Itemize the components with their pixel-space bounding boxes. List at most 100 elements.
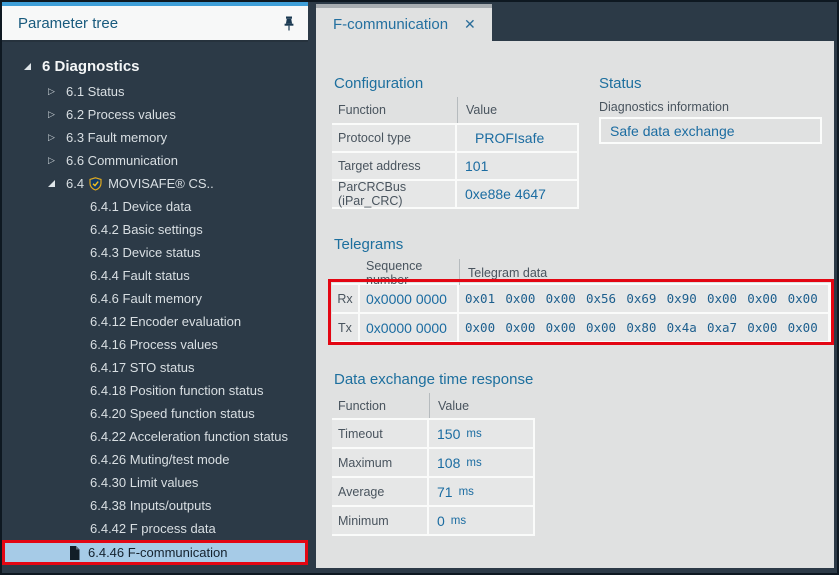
expander-collapsed-icon[interactable]: ▷: [48, 132, 55, 142]
tree-item-label: 6.4.16 Process values: [90, 337, 218, 352]
expander-collapsed-icon[interactable]: ▷: [48, 155, 55, 165]
parameter-tree: 6 Diagnostics ▷ 6.1 Status ▷ 6.2 Process…: [2, 42, 308, 565]
rx-byte: 0x90: [666, 291, 697, 306]
column-header-telegram-data: Telegram data: [459, 259, 832, 287]
column-header-value: Value: [457, 97, 575, 123]
rx-sequence-number: 0x0000 0000: [360, 285, 457, 312]
tree-item-label: 6.4.38 Inputs/outputs: [90, 498, 212, 513]
tree-item-label: 6.4.6 Fault memory: [90, 291, 202, 306]
row-label-protocol-type: Protocol type: [332, 125, 455, 151]
tree-item-sto-status[interactable]: 6.4.17 STO status: [2, 356, 308, 379]
column-header-value: Value: [429, 393, 535, 418]
column-header-function: Function: [338, 398, 386, 413]
time-response-title: Data exchange time response: [334, 371, 534, 388]
tree-item-label: 6.4.46 F-communication: [88, 545, 228, 560]
tree-item-inputs-outputs[interactable]: 6.4.38 Inputs/outputs: [2, 494, 308, 517]
rx-byte: 0x00: [787, 291, 818, 306]
column-header-sequence-number: Sequence number: [366, 259, 423, 287]
status-title: Status: [599, 75, 642, 92]
row-label-minimum: Minimum: [332, 507, 427, 534]
tree-item-limit-values[interactable]: 6.4.30 Limit values: [2, 471, 308, 494]
rx-byte: 0x69: [626, 291, 657, 306]
tree-item-label: 6.2 Process values: [66, 107, 176, 122]
tab-top-strip: [316, 4, 492, 8]
diagnostics-information-label: Diagnostics information: [599, 100, 729, 114]
tree-item-device-data[interactable]: 6.4.1 Device data: [2, 195, 308, 218]
time-response-table: Function Value Timeout 150 ms Maximum 10…: [332, 393, 535, 536]
tree-item-diagnostics[interactable]: 6 Diagnostics: [2, 53, 308, 80]
parameter-tree-panel: Parameter tree 6 Diagnostics ▷: [2, 2, 308, 573]
time-response-table-header: Function Value: [332, 393, 535, 418]
tree-item-label: 6.4.12 Encoder evaluation: [90, 314, 242, 329]
tree-item-label: 6.4.17 STO status: [90, 360, 195, 375]
panel-title: Parameter tree: [18, 14, 119, 32]
document-area: F-communication ✕ Configuration Function…: [308, 2, 837, 573]
tx-byte: 0x80: [626, 320, 657, 335]
tree-item-process-values[interactable]: ▷ 6.2 Process values: [2, 103, 308, 126]
rx-byte: 0x00: [505, 291, 536, 306]
row-label-timeout: Timeout: [332, 420, 427, 447]
tree-item-f-communication-selected[interactable]: 6.4.46 F-communication: [2, 540, 308, 565]
protocol-type-value[interactable]: PROFIsafe: [457, 125, 577, 151]
telegrams-table: Sequence number Telegram data Rx 0x0000 …: [332, 259, 832, 343]
rx-row-label: Rx: [332, 285, 358, 312]
maximum-unit: ms: [466, 456, 482, 469]
expander-collapsed-icon[interactable]: ▷: [48, 86, 55, 96]
tx-byte: 0xa7: [706, 320, 738, 335]
tree-item-fault-status[interactable]: 6.4.4 Fault status: [2, 264, 308, 287]
rx-byte: 0x00: [545, 291, 576, 306]
tree-item-label: 6.4.26 Muting/test mode: [90, 452, 230, 467]
parcrcbus-value: 0xe88e 4647: [457, 181, 577, 207]
expander-collapsed-icon[interactable]: ▷: [48, 109, 55, 119]
tree-item-position-function-status[interactable]: 6.4.18 Position function status: [2, 379, 308, 402]
tree-item-encoder-evaluation[interactable]: 6.4.12 Encoder evaluation: [2, 310, 308, 333]
maximum-number: 108: [437, 454, 461, 471]
rx-byte: 0x56: [585, 291, 617, 306]
row-label-maximum: Maximum: [332, 449, 427, 476]
tree-item-acceleration-function-status[interactable]: 6.4.22 Acceleration function status: [2, 425, 308, 448]
tree-item-fault-memory[interactable]: ▷ 6.3 Fault memory: [2, 126, 308, 149]
timeout-value: 150 ms: [429, 420, 533, 447]
tree-item-device-status[interactable]: 6.4.3 Device status: [2, 241, 308, 264]
rx-telegram-data: 0x01 0x00 0x00 0x56 0x69 0x90 0x00 0x00 0x00: [459, 285, 828, 312]
expander-expanded-icon[interactable]: [24, 63, 42, 70]
average-number: 71: [437, 483, 453, 500]
tree-item-communication[interactable]: ▷ 6.6 Communication: [2, 149, 308, 172]
document-icon: [69, 545, 80, 560]
rx-byte: 0x00: [706, 291, 738, 306]
tx-byte: 0x00: [505, 320, 536, 335]
expander-expanded-icon[interactable]: [48, 180, 66, 187]
row-label-target-address: Target address: [332, 153, 455, 179]
target-address-value: 101: [457, 153, 577, 179]
row-label-parcrcbus: ParCRCBus (iPar_CRC): [332, 180, 455, 208]
close-icon[interactable]: ✕: [464, 16, 476, 32]
tree-item-fault-memory-64[interactable]: 6.4.6 Fault memory: [2, 287, 308, 310]
rx-byte: 0x01: [465, 291, 496, 306]
tree-item-label: 6.4.1 Device data: [90, 199, 192, 214]
minimum-unit: ms: [450, 514, 467, 527]
tree-item-f-process-data[interactable]: 6.4.42 F process data: [2, 517, 308, 540]
tree-item-label: 6.4.4 Fault status: [90, 268, 190, 283]
row-label-average: Average: [332, 478, 427, 505]
minimum-value: 0 ms: [429, 507, 533, 534]
tab-f-communication[interactable]: F-communication ✕: [316, 8, 492, 41]
panel-header: Parameter tree: [2, 6, 308, 42]
tree-item-movisafe[interactable]: 6.4 MOVISAFE® CS..: [2, 172, 308, 195]
pin-icon[interactable]: [282, 16, 296, 31]
tree-item-status[interactable]: ▷ 6.1 Status: [2, 80, 308, 103]
tree-item-speed-function-status[interactable]: 6.4.20 Speed function status: [2, 402, 308, 425]
f-communication-page: Configuration Function Value Protocol ty…: [316, 41, 834, 568]
tree-item-muting-test-mode[interactable]: 6.4.26 Muting/test mode: [2, 448, 308, 471]
diagnostics-information-value: Safe data exchange: [599, 117, 822, 144]
tree-item-label: 6.3 Fault memory: [66, 130, 168, 145]
tx-byte: 0x00: [465, 320, 496, 335]
tree-item-process-values-64[interactable]: 6.4.16 Process values: [2, 333, 308, 356]
tx-row-label: Tx: [332, 314, 358, 341]
tree-item-basic-settings[interactable]: 6.4.2 Basic settings: [2, 218, 308, 241]
tree-item-label: 6.4.30 Limit values: [90, 475, 199, 490]
timeout-number: 150: [437, 425, 461, 442]
timeout-unit: ms: [466, 427, 482, 440]
tx-byte: 0x00: [585, 320, 617, 335]
minimum-number: 0: [437, 512, 445, 529]
